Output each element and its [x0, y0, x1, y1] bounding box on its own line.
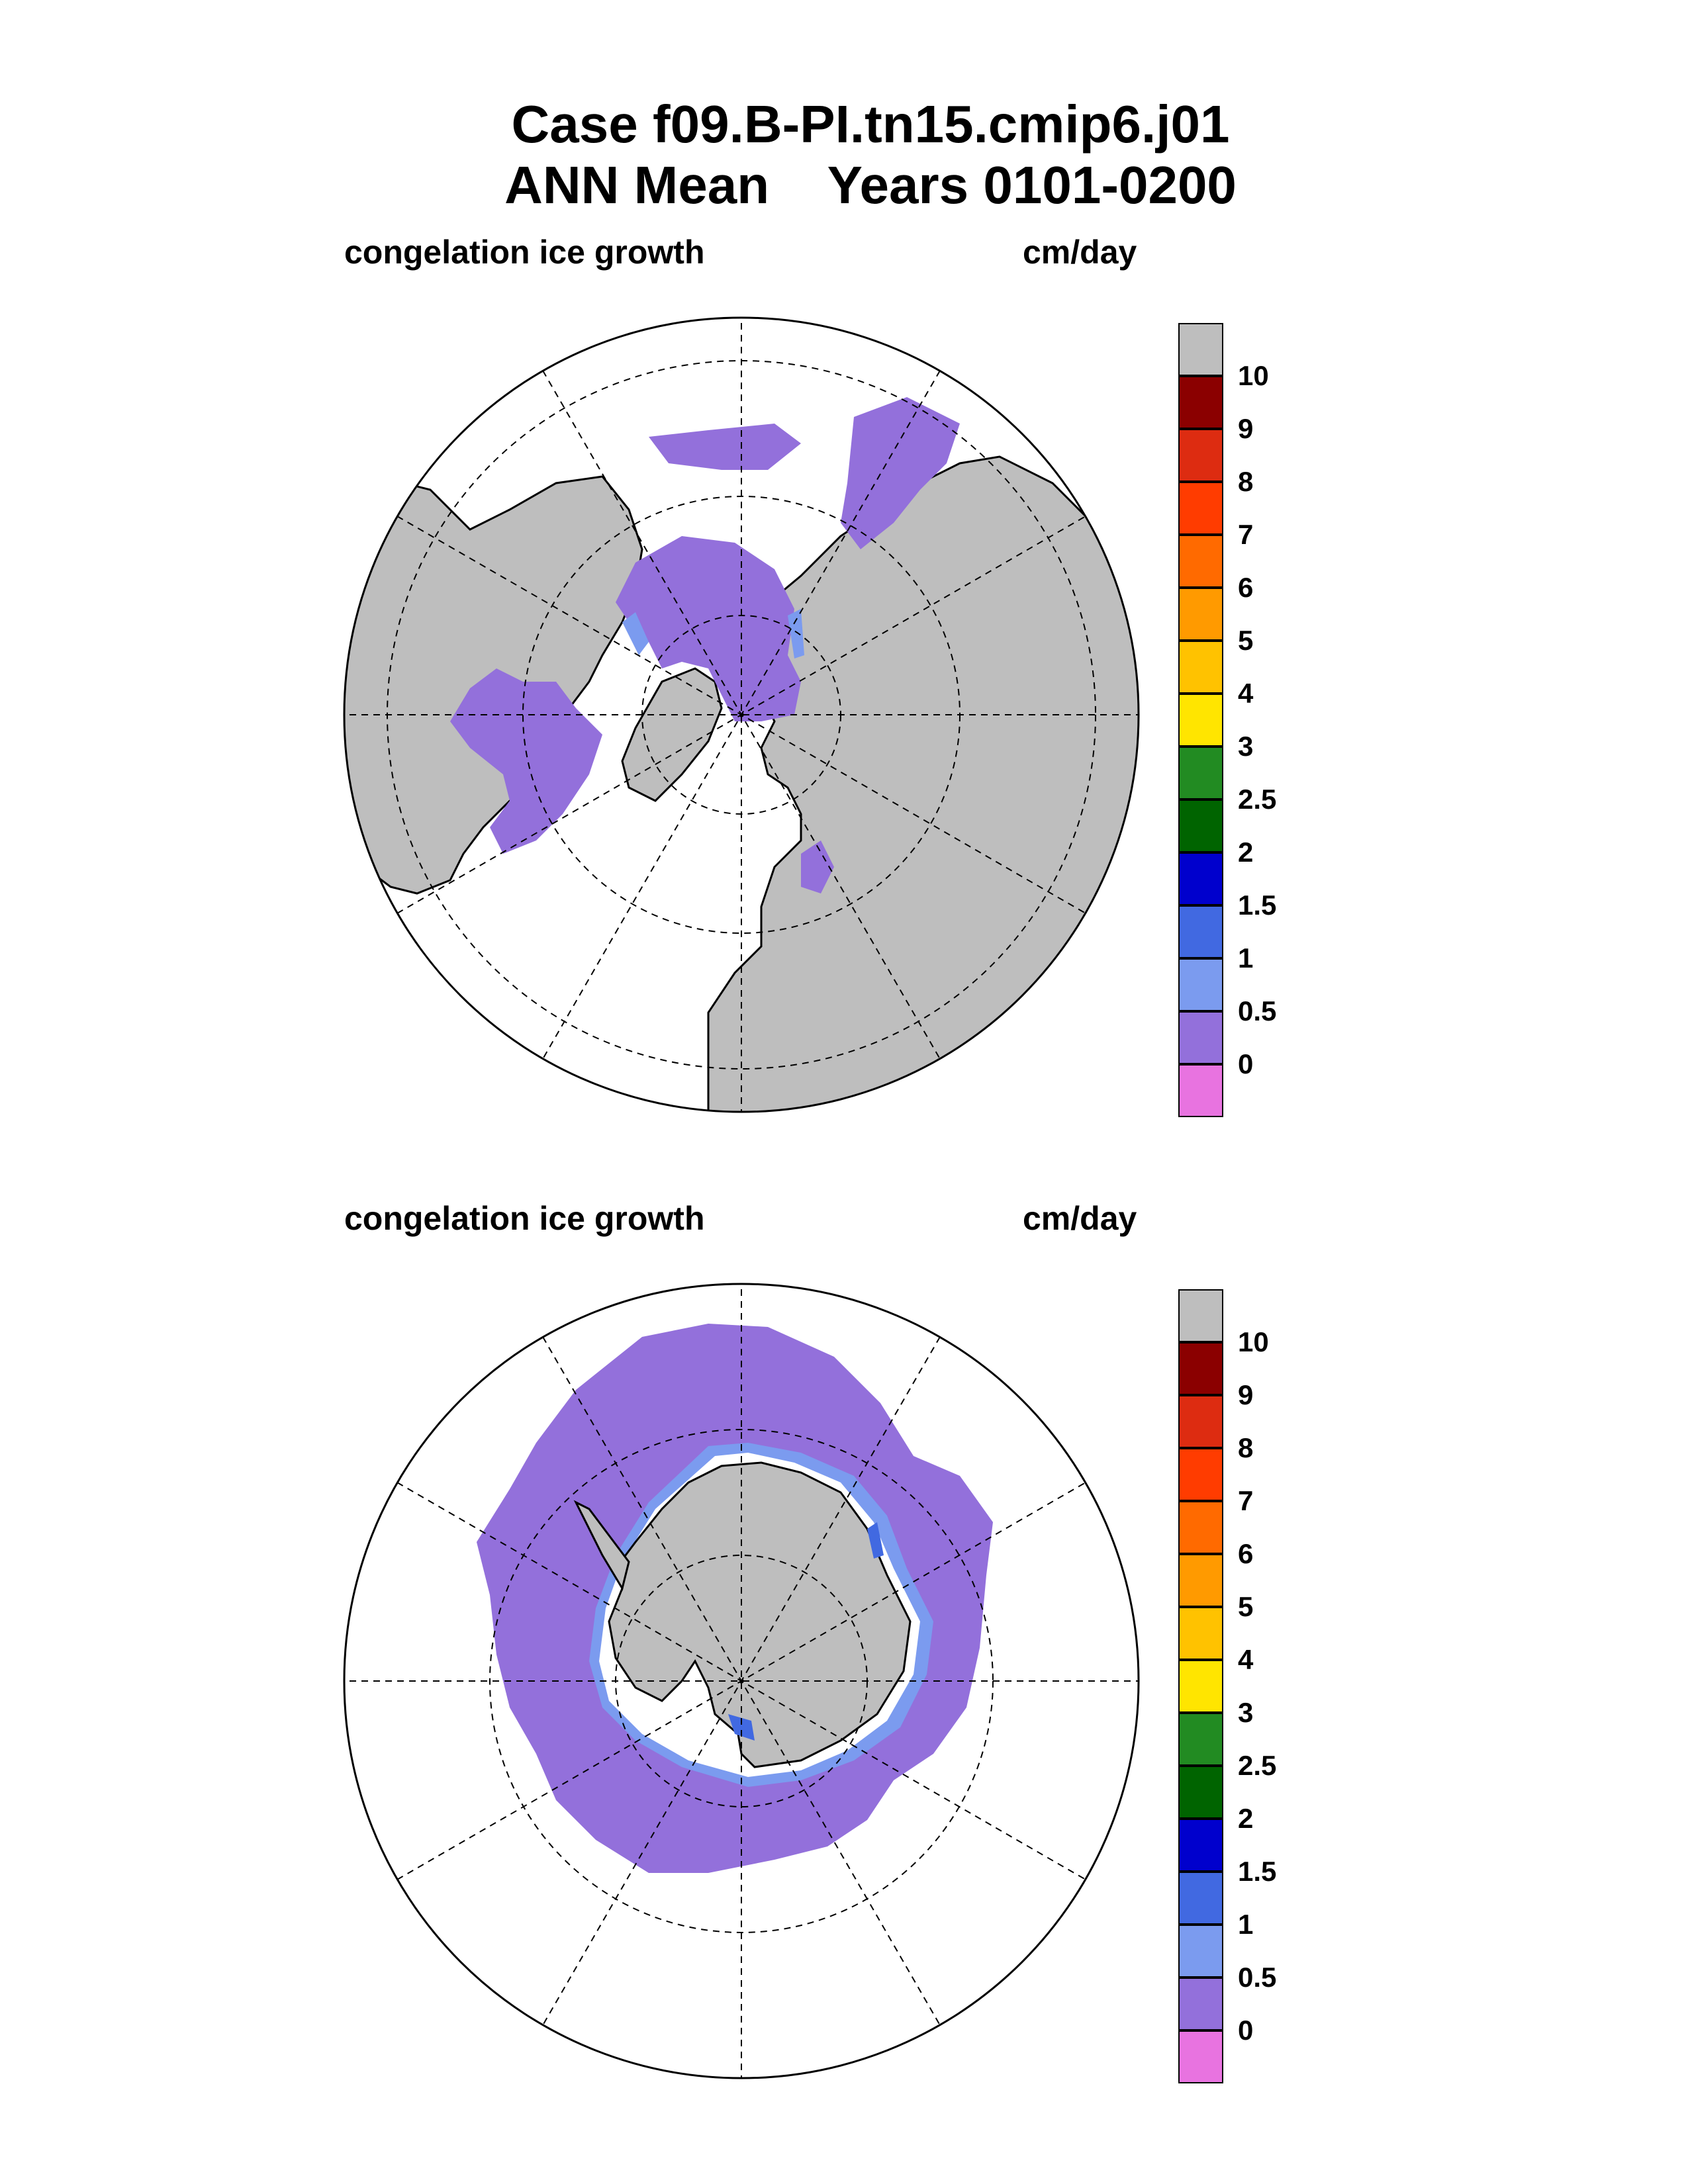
north-cb-box-8 [1178, 747, 1223, 799]
north-variable-label: congelation ice growth [344, 234, 705, 271]
south-cb-box-2 [1178, 1395, 1223, 1448]
north-cb-box-5 [1178, 588, 1223, 641]
south-cb-box-5 [1178, 1554, 1223, 1607]
north-cb-box-9 [1178, 799, 1223, 852]
south-cb-label: 5 [1238, 1591, 1254, 1622]
south-cb-box-1 [1178, 1342, 1223, 1395]
south-polar-map [343, 1283, 1140, 2079]
south-cb-label: 9 [1238, 1379, 1254, 1410]
north-cb-box-3 [1178, 482, 1223, 535]
north-graticule [344, 318, 1139, 1112]
south-panel: congelation ice growth cm/day [0, 1185, 1688, 2151]
south-cb-box-7 [1178, 1660, 1223, 1713]
south-cb-label: 2 [1238, 1803, 1254, 1834]
south-cb-box-13 [1178, 1978, 1223, 2030]
south-cb-box-6 [1178, 1607, 1223, 1660]
south-cb-label: 10 [1238, 1326, 1269, 1357]
south-land-south-america [344, 1355, 425, 1477]
south-cb-label: 3 [1238, 1697, 1254, 1728]
north-cb-box-7 [1178, 694, 1223, 747]
south-cb-label: 7 [1238, 1485, 1254, 1516]
south-colorbar: 10 9 8 7 6 5 4 3 2.5 2 1.5 1 0.5 0 [1178, 1289, 1364, 2083]
north-cb-label: 2.5 [1238, 784, 1277, 815]
north-cb-label: 4 [1238, 678, 1254, 709]
north-cb-box-12 [1178, 958, 1223, 1011]
north-cb-label: 1 [1238, 942, 1254, 974]
north-map-border [343, 316, 1140, 1113]
south-land-peninsula [573, 1500, 630, 1591]
north-cb-label: 8 [1238, 466, 1254, 497]
north-cb-box-0 [1178, 323, 1223, 376]
north-ice-baltic [801, 841, 834, 893]
north-cb-label: 2 [1238, 837, 1254, 868]
south-cb-label: 1.5 [1238, 1856, 1277, 1887]
north-cb-box-4 [1178, 535, 1223, 588]
south-cb-box-14 [1178, 2030, 1223, 2083]
south-graticule [344, 1284, 1139, 2078]
north-ice-okhotsk [841, 397, 960, 549]
south-cb-box-3 [1178, 1448, 1223, 1501]
south-cb-box-8 [1178, 1713, 1223, 1766]
south-cb-box-0 [1178, 1289, 1223, 1342]
north-colorbar: 10 9 8 7 6 5 4 3 2.5 2 1.5 1 0.5 0 [1178, 323, 1364, 1117]
north-cb-box-14 [1178, 1064, 1223, 1117]
south-cb-label: 1 [1238, 1909, 1254, 1940]
north-panel: congelation ice growth cm/day [0, 218, 1688, 1185]
north-cb-label: 1.5 [1238, 889, 1277, 921]
north-units-label: cm/day [1023, 234, 1137, 271]
south-cb-label: 6 [1238, 1538, 1254, 1569]
south-cb-box-9 [1178, 1766, 1223, 1819]
south-cb-label: 0.5 [1238, 1962, 1277, 1993]
north-cb-label: 5 [1238, 625, 1254, 656]
south-cb-label: 4 [1238, 1644, 1254, 1675]
north-land-greenland [621, 667, 723, 802]
south-ice-dark-patch [728, 1522, 884, 1741]
north-cb-label: 9 [1238, 413, 1254, 444]
north-cb-box-13 [1178, 1011, 1223, 1064]
south-units-label: cm/day [1023, 1200, 1137, 1237]
north-cb-label: 3 [1238, 731, 1254, 762]
north-ice-bering [649, 424, 801, 470]
north-cb-box-6 [1178, 641, 1223, 694]
north-cb-label: 0.5 [1238, 995, 1277, 1026]
south-cb-box-10 [1178, 1819, 1223, 1872]
south-variable-label: congelation ice growth [344, 1200, 705, 1237]
north-ice-arctic [616, 536, 801, 721]
north-cb-box-1 [1178, 376, 1223, 429]
north-cb-box-2 [1178, 429, 1223, 482]
north-cb-label: 6 [1238, 572, 1254, 603]
north-cb-box-10 [1178, 852, 1223, 905]
south-cb-box-12 [1178, 1925, 1223, 1978]
north-cb-label: 7 [1238, 519, 1254, 550]
north-cb-label: 0 [1238, 1048, 1254, 1079]
main-title: Case f09.B-PI.tn15.cmip6.j01 [511, 95, 1230, 154]
subtitle-period: ANN Mean Years 0101-0200 [504, 156, 1237, 214]
south-cb-box-4 [1178, 1501, 1223, 1554]
south-cb-label: 8 [1238, 1432, 1254, 1463]
north-cb-label: 10 [1238, 360, 1269, 391]
south-cb-label: 0 [1238, 2015, 1254, 2046]
south-cb-box-11 [1178, 1872, 1223, 1925]
south-cb-label: 2.5 [1238, 1750, 1277, 1781]
south-map-border [343, 1283, 1140, 2079]
north-polar-map [343, 316, 1140, 1113]
north-cb-box-11 [1178, 905, 1223, 958]
